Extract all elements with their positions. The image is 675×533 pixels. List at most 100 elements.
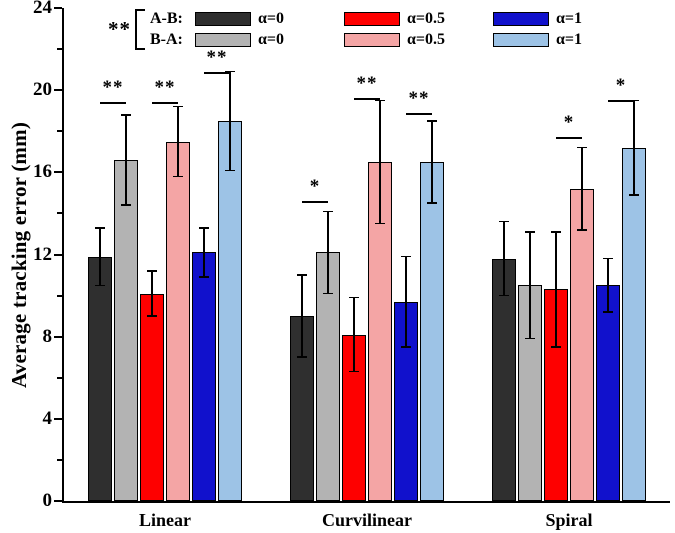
legend-item-label: α=1	[556, 31, 583, 48]
error-bar-cap-top	[349, 296, 359, 299]
error-bar-cap-bottom	[95, 284, 105, 287]
bar-B-A-α=1-Curvilinear	[420, 162, 444, 501]
error-bar-cap-top	[603, 257, 613, 260]
error-bar-cap-top	[525, 231, 535, 233]
error-bar-cap-bottom	[297, 356, 307, 358]
significance-label: *	[309, 176, 321, 198]
bar-B-A-α=0.5-Spiral	[570, 188, 594, 501]
error-bar	[405, 256, 407, 347]
error-bar-cap-top	[577, 146, 587, 149]
error-bar	[607, 258, 609, 312]
bar-B-A-α=1-Linear	[218, 120, 242, 501]
significance-line	[302, 201, 328, 204]
error-bar-cap-top	[199, 227, 209, 229]
legend-swatch	[493, 12, 549, 26]
error-bar-cap-bottom	[499, 294, 509, 297]
error-bar-cap-top	[173, 105, 183, 108]
y-minor-tick	[57, 294, 62, 297]
legend-item: α=0	[195, 10, 308, 28]
legend-rows: A-B: α=0 α=0.5 α=1 B-A: α=0 α=0.5 α=1	[150, 10, 606, 49]
bar-A-B-α=0-Linear	[88, 256, 112, 501]
legend-swatch	[344, 12, 400, 26]
error-bar-cap-bottom	[199, 276, 209, 278]
error-bar	[379, 100, 381, 224]
y-tick-label: 24	[33, 0, 52, 18]
legend-swatch	[344, 33, 400, 47]
significance-label: **	[408, 87, 430, 109]
error-bar	[555, 231, 557, 347]
error-bar	[327, 211, 329, 294]
error-bar-cap-bottom	[225, 169, 235, 172]
bar-A-B-α=0.5-Curvilinear	[342, 334, 366, 501]
y-minor-tick	[57, 48, 62, 51]
error-bar-cap-top	[629, 99, 639, 102]
error-bar-cap-bottom	[427, 202, 437, 204]
error-bar-cap-bottom	[525, 337, 535, 340]
y-tick-label: 16	[33, 161, 52, 183]
y-tick	[54, 417, 62, 420]
legend-swatch	[195, 12, 251, 26]
legend-item: α=0.5	[344, 31, 457, 49]
legend-item: α=1	[493, 10, 606, 28]
error-bar-cap-top	[121, 114, 131, 116]
bar-A-B-α=0.5-Linear	[140, 293, 164, 501]
legend-row: A-B: α=0 α=0.5 α=1	[150, 10, 606, 28]
bar-B-A-α=0.5-Linear	[166, 141, 190, 501]
y-minor-tick	[57, 376, 62, 379]
y-tick-label: 8	[42, 325, 53, 347]
legend-item-label: α=0	[258, 31, 285, 48]
error-bar-cap-top	[427, 120, 437, 122]
error-bar	[353, 297, 355, 372]
error-bar-cap-bottom	[121, 204, 131, 206]
y-tick-label: 0	[42, 490, 53, 511]
category-label-Curvilinear: Curvilinear	[322, 510, 412, 530]
y-tick-label: 20	[33, 79, 52, 101]
legend-swatch	[493, 33, 549, 47]
bar-A-B-α=1-Curvilinear	[394, 301, 418, 501]
significance-line	[100, 102, 126, 105]
y-tick	[54, 335, 62, 338]
error-bar-cap-top	[323, 210, 333, 213]
legend-significance-stars: **	[108, 17, 131, 41]
bar-B-A-α=0-Spiral	[518, 285, 542, 501]
error-bar-cap-top	[401, 255, 411, 258]
significance-line	[354, 98, 380, 101]
significance-label: **	[154, 77, 176, 99]
error-bar	[229, 71, 231, 171]
legend-row-label: B-A:	[150, 31, 183, 48]
error-bar-cap-bottom	[401, 346, 411, 348]
legend-bracket-icon	[135, 9, 145, 50]
y-tick-label: 4	[42, 407, 53, 429]
error-bar-cap-bottom	[603, 311, 613, 313]
bar-B-A-α=0-Linear	[114, 160, 138, 501]
error-bar-cap-bottom	[629, 194, 639, 196]
y-tick	[54, 89, 62, 92]
error-bar	[99, 227, 101, 286]
error-bar	[203, 227, 205, 278]
error-bar-cap-top	[375, 99, 385, 102]
plot-area: 0 4 8 12 16 20 24 ** ** ** * ** ** * * Linear Curvilinea…	[33, 0, 670, 530]
error-bar-cap-top	[147, 270, 157, 272]
y-minor-tick	[57, 130, 62, 133]
significance-line	[406, 112, 432, 115]
error-bar	[301, 275, 303, 358]
y-tick	[54, 7, 62, 9]
error-bar	[529, 231, 531, 339]
category-label-Linear: Linear	[139, 510, 191, 530]
significance-label: *	[615, 75, 627, 97]
significance-line	[556, 137, 582, 140]
significance-label: *	[563, 112, 575, 134]
error-bar-cap-bottom	[323, 292, 333, 295]
error-bar-cap-top	[551, 231, 561, 233]
legend-item: α=0.5	[344, 10, 457, 28]
error-bar	[125, 114, 127, 206]
y-tick	[54, 171, 62, 174]
legend-item: α=0	[195, 31, 308, 49]
error-bar	[503, 221, 505, 296]
y-minor-tick	[57, 212, 62, 215]
error-bar	[151, 270, 153, 317]
legend-item-label: α=1	[556, 10, 583, 27]
y-tick	[54, 253, 62, 256]
error-bar-cap-bottom	[349, 370, 359, 373]
error-bar-cap-bottom	[173, 175, 183, 178]
